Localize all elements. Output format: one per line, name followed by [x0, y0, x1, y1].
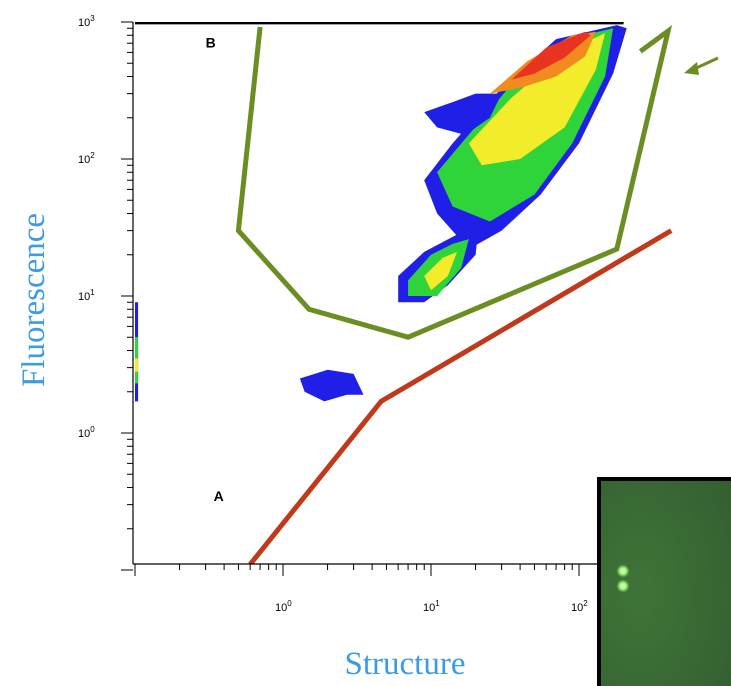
gate-1 — [235, 24, 673, 340]
region-labels: AB — [206, 35, 224, 504]
population-10 — [299, 369, 364, 402]
region-label-b: B — [206, 35, 216, 51]
gate-2 — [248, 228, 673, 564]
y-axis-tick-labels: 100 101 102 103 — [78, 14, 95, 440]
y-tick-label: 101 — [78, 288, 95, 303]
density-populations — [135, 22, 627, 402]
y-axis-ticks — [121, 21, 133, 571]
population-14 — [135, 22, 624, 25]
x-tick-label: 102 — [571, 599, 588, 614]
gate-arrow — [684, 56, 719, 75]
population-8 — [424, 251, 458, 291]
y-axis-label: Fluorescence — [16, 213, 52, 387]
x-tick-label: 100 — [275, 599, 292, 614]
y-tick-label: 103 — [78, 14, 95, 29]
gates-layer — [235, 24, 673, 564]
y-tick-label: 100 — [78, 425, 95, 440]
x-axis-label: Structure — [345, 646, 466, 682]
region-label-a: A — [214, 488, 224, 504]
x-axis-tick-labels: 100 101 102 — [275, 599, 588, 614]
population-9 — [424, 93, 502, 135]
population-5 — [511, 31, 591, 80]
inset-microscopy-image — [597, 477, 731, 686]
population-13 — [135, 358, 139, 372]
y-tick-label: 102 — [78, 151, 95, 166]
x-tick-label: 101 — [423, 599, 440, 614]
